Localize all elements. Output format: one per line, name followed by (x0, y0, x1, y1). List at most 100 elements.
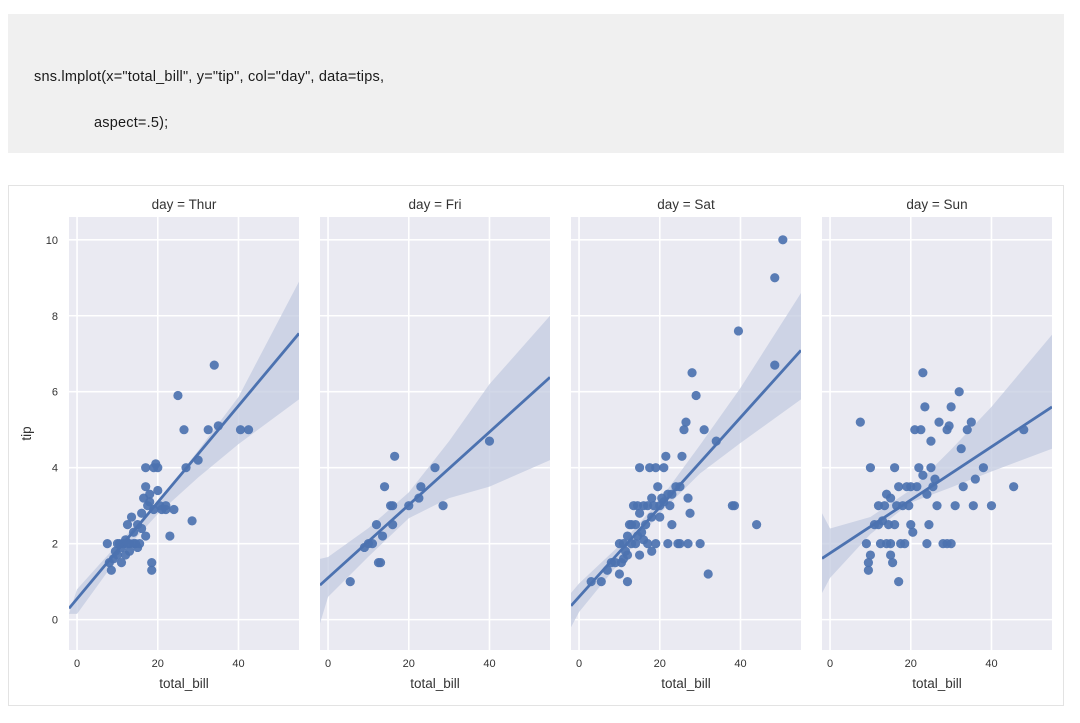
data-point (667, 520, 677, 530)
data-point (161, 504, 171, 515)
code-line-1: sns.lmplot(x="total_bill", y="tip", col=… (34, 69, 385, 85)
data-point (596, 577, 606, 587)
data-point (695, 539, 705, 549)
data-point (924, 520, 934, 530)
data-point (165, 531, 175, 541)
regression-line (320, 376, 550, 587)
confidence-band (822, 334, 1052, 594)
data-point (683, 539, 693, 549)
data-point (890, 463, 900, 473)
facet-title: day = Fri (409, 197, 462, 212)
data-point (946, 402, 956, 412)
facet-panel-2: day = Fri 0 20 40 total_bill (320, 197, 550, 691)
data-point (243, 425, 254, 435)
data-point (885, 539, 896, 549)
data-point (145, 489, 155, 499)
data-point (106, 565, 116, 575)
data-point (137, 508, 147, 518)
data-point (908, 527, 918, 537)
x-tick-label: 20 (654, 658, 666, 670)
data-point (147, 558, 157, 568)
data-point (634, 550, 645, 560)
data-point (879, 501, 890, 511)
data-point (918, 470, 928, 480)
facet-title: day = Thur (152, 197, 217, 212)
data-point (677, 451, 687, 461)
x-tick-label: 20 (905, 658, 917, 670)
data-point (141, 531, 151, 541)
data-point (1009, 482, 1019, 492)
data-point (135, 539, 145, 549)
data-point (614, 569, 625, 579)
data-point (932, 501, 942, 511)
data-point (912, 482, 922, 492)
data-point (729, 501, 740, 511)
data-point (371, 520, 382, 530)
x-tick-label: 0 (325, 658, 331, 670)
data-point (647, 546, 657, 556)
data-point (414, 493, 424, 503)
data-point (978, 463, 989, 473)
data-point (770, 360, 780, 370)
data-point (679, 425, 689, 435)
data-point (663, 539, 673, 549)
data-point (651, 539, 661, 549)
data-point (687, 368, 697, 378)
data-point (916, 425, 926, 435)
data-point (622, 550, 633, 560)
data-point (126, 512, 137, 522)
data-point (685, 508, 695, 518)
data-point (173, 390, 183, 401)
data-point (920, 402, 930, 412)
data-point (630, 520, 641, 530)
data-point (914, 463, 924, 473)
data-point (950, 501, 960, 511)
data-point (430, 463, 440, 473)
data-point (438, 501, 448, 511)
x-tick-label: 40 (734, 658, 746, 670)
data-point (894, 577, 904, 587)
data-point (885, 550, 896, 560)
data-point (388, 501, 398, 511)
y-tick-label: 10 (46, 235, 58, 247)
data-point (934, 417, 944, 427)
panel-plot-area (69, 281, 299, 614)
data-point (665, 501, 675, 511)
facet-title: day = Sat (657, 197, 715, 212)
x-axis-label: total_bill (410, 676, 460, 691)
data-point (890, 520, 900, 530)
data-point (770, 273, 780, 283)
y-axis-label: tip (19, 426, 34, 440)
data-point (124, 546, 135, 556)
data-point (484, 436, 495, 446)
data-point (958, 482, 968, 492)
data-point (659, 463, 669, 473)
y-tick-label: 6 (52, 387, 58, 399)
x-tick-label: 0 (576, 658, 582, 670)
data-point (778, 235, 788, 245)
data-point (634, 463, 645, 473)
data-point (954, 387, 964, 397)
data-point (235, 425, 246, 435)
data-point (922, 539, 932, 549)
x-tick-label: 20 (152, 658, 164, 670)
data-point (345, 577, 355, 587)
x-tick-label: 40 (483, 658, 495, 670)
data-point (865, 550, 876, 560)
y-tick-label: 2 (52, 539, 58, 551)
data-point (888, 558, 898, 568)
data-point (986, 501, 997, 511)
data-point (900, 539, 910, 549)
data-point (863, 558, 874, 568)
data-point (699, 425, 709, 435)
data-point (733, 326, 744, 336)
data-point (653, 482, 663, 492)
data-point (153, 485, 163, 496)
data-point (944, 421, 954, 431)
data-point (622, 531, 633, 541)
regression-line (571, 349, 801, 607)
data-point (661, 451, 671, 461)
data-point (926, 463, 936, 473)
data-point (379, 482, 390, 492)
data-point (683, 493, 693, 503)
